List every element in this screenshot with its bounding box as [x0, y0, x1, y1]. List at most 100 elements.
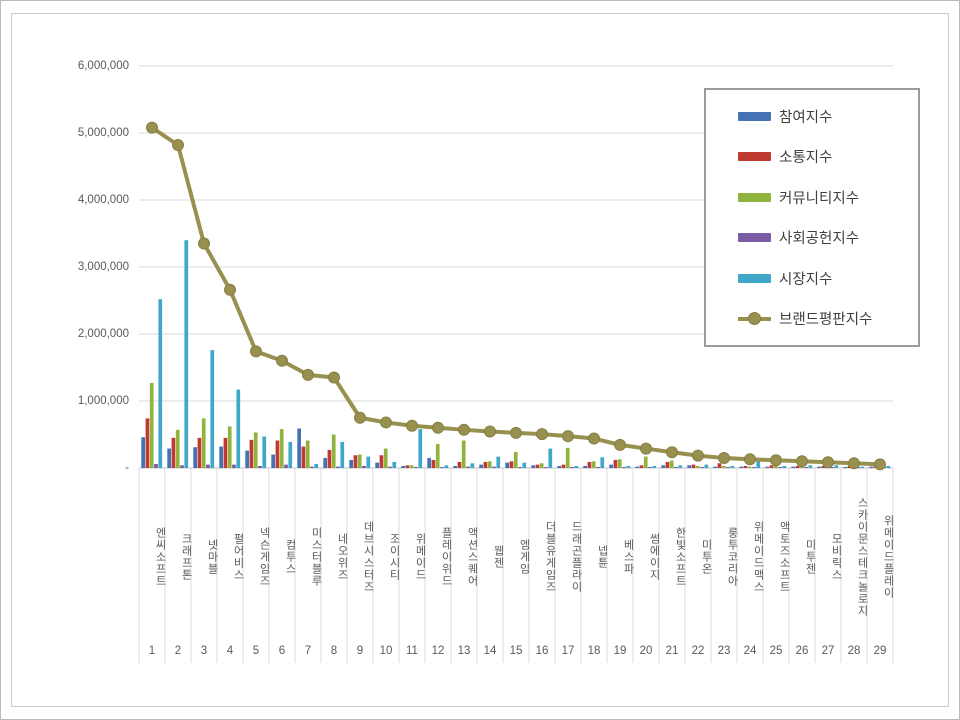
- bar-사회공헌지수: [648, 467, 652, 468]
- bar-소통지수: [405, 465, 410, 468]
- category-label: 넵튠: [596, 545, 608, 569]
- rank-label: 1: [148, 645, 156, 657]
- line-marker: [796, 455, 808, 468]
- bar-참여지수: [271, 454, 275, 468]
- bar-사회공헌지수: [674, 467, 678, 468]
- rank-label: 28: [847, 645, 861, 657]
- legend-label-participation: 참여지수: [779, 109, 833, 126]
- legend-label-community: 커뮤니티지수: [779, 190, 860, 207]
- bar-사회공헌지수: [752, 467, 756, 468]
- bar-참여지수: [843, 467, 847, 468]
- category-label: 모비릭스: [830, 533, 842, 581]
- legend-swatch-brand-reputation-line: [738, 312, 771, 326]
- category-label: 크래프톤: [180, 533, 192, 581]
- bar-시장지수: [834, 465, 839, 468]
- rank-label: 21: [665, 645, 679, 657]
- bar-사회공헌지수: [440, 467, 444, 468]
- bar-커뮤니티지수: [279, 429, 284, 468]
- rank-label: 4: [226, 645, 234, 657]
- bar-참여지수: [349, 459, 353, 468]
- category-label: 컴투스: [284, 539, 296, 575]
- line-marker: [484, 425, 496, 438]
- legend-swatch-social-contribution: [738, 233, 771, 243]
- bar-시장지수: [522, 462, 527, 468]
- bar-시장지수: [210, 350, 215, 468]
- category-label: 조이시티: [388, 533, 400, 581]
- bar-참여지수: [453, 465, 457, 468]
- rank-label: 17: [561, 645, 575, 657]
- bar-사회공헌지수: [518, 467, 522, 468]
- bar-소통지수: [509, 461, 514, 468]
- line-marker: [874, 458, 886, 471]
- bar-시장지수: [860, 466, 865, 468]
- bar-사회공헌지수: [778, 467, 782, 468]
- bar-소통지수: [197, 437, 202, 468]
- line-marker: [666, 446, 678, 459]
- bar-커뮤니티지수: [201, 418, 206, 468]
- rank-label: 5: [252, 645, 260, 657]
- bar-커뮤니티지수: [669, 460, 674, 468]
- bar-사회공헌지수: [570, 467, 574, 468]
- bar-사회공헌지수: [466, 466, 470, 468]
- rank-label: 25: [769, 645, 783, 657]
- bar-시장지수: [340, 441, 345, 468]
- category-label: 넷마블: [206, 539, 218, 575]
- bar-커뮤니티지수: [487, 461, 492, 468]
- rank-label: 2: [174, 645, 182, 657]
- legend-label-social-contribution: 사회공헌지수: [779, 231, 860, 248]
- bar-시장지수: [704, 464, 709, 468]
- bar-참여지수: [219, 446, 223, 468]
- bar-커뮤니티지수: [747, 466, 752, 468]
- rank-label: 22: [691, 645, 705, 657]
- bar-소통지수: [171, 437, 176, 468]
- category-label: 미투젠: [804, 539, 816, 575]
- bar-소통지수: [717, 463, 722, 468]
- bar-시장지수: [574, 465, 579, 468]
- category-label: 네오위즈: [336, 533, 348, 581]
- line-marker: [562, 430, 574, 443]
- category-label: 더블유게임즈: [544, 521, 556, 593]
- y-tick-label: 6,000,000: [77, 60, 129, 72]
- rank-label: 23: [717, 645, 731, 657]
- legend-item-community: 커뮤니티지수: [738, 187, 918, 208]
- bar-참여지수: [739, 466, 743, 468]
- bar-커뮤니티지수: [253, 432, 258, 468]
- bar-참여지수: [375, 462, 379, 468]
- category-label: 액션스퀘어: [466, 527, 478, 587]
- bar-소통지수: [639, 465, 644, 468]
- bar-참여지수: [661, 465, 665, 468]
- bar-사회공헌지수: [700, 467, 704, 468]
- bar-참여지수: [609, 464, 613, 468]
- rank-label: 3: [200, 645, 208, 657]
- category-label: 베스파: [622, 539, 634, 575]
- bar-사회공헌지수: [180, 465, 184, 468]
- rank-label: 9: [356, 645, 364, 657]
- bar-사회공헌지수: [362, 465, 366, 468]
- rank-label: 15: [509, 645, 523, 657]
- rank-label: 10: [379, 645, 393, 657]
- line-marker: [744, 453, 756, 466]
- bar-참여지수: [401, 465, 405, 468]
- bar-사회공헌지수: [336, 466, 340, 468]
- category-label: 위메이드맥스: [752, 521, 764, 593]
- bar-사회공헌지수: [622, 467, 626, 468]
- line-marker: [302, 368, 314, 381]
- bar-커뮤니티지수: [409, 465, 414, 468]
- rank-label: 8: [330, 645, 338, 657]
- line-marker: [640, 442, 652, 455]
- bar-참여지수: [297, 428, 301, 468]
- bar-커뮤니티지수: [617, 459, 622, 468]
- bar-소통지수: [665, 461, 670, 468]
- legend-swatch-communication: [738, 152, 771, 162]
- rank-label: 16: [535, 645, 549, 657]
- bar-참여지수: [869, 466, 873, 468]
- bar-커뮤니티지수: [721, 465, 726, 468]
- bar-참여지수: [141, 437, 145, 468]
- bar-참여지수: [713, 466, 717, 468]
- bar-시장지수: [652, 465, 657, 468]
- legend-swatch-market: [738, 273, 771, 283]
- bar-참여지수: [791, 466, 795, 468]
- bar-소통지수: [301, 446, 306, 468]
- category-label: 미스터블루: [310, 527, 322, 587]
- bar-사회공헌지수: [804, 467, 808, 468]
